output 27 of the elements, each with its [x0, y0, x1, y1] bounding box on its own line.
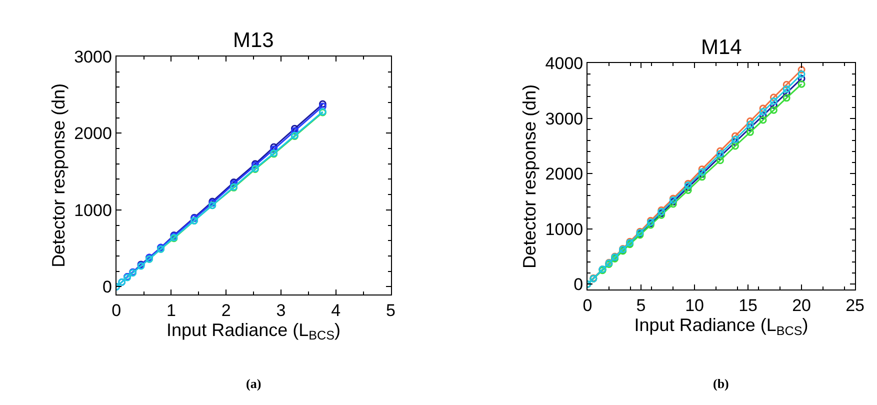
y-tick-label: 2000 — [545, 164, 584, 184]
x-tick-label: 15 — [738, 296, 758, 316]
y-tick-label: 4000 — [545, 54, 584, 74]
text: (b) — [713, 376, 729, 391]
x-tick-label: 25 — [846, 296, 865, 316]
y-tick-label: 3000 — [545, 109, 584, 128]
y-axis-title: Detector response (dn) — [519, 84, 540, 268]
x-tick-label: 3 — [276, 300, 286, 320]
y-tick-label: 1000 — [74, 200, 112, 220]
chart-title: M13 — [233, 29, 274, 52]
x-tick-label: 1 — [166, 300, 176, 320]
y-tick-label: 0 — [574, 275, 584, 294]
x-tick-label: 20 — [792, 296, 812, 316]
y-tick-label: 0 — [102, 278, 112, 297]
x-axis-title: Input Radiance (L$_{BCS}$) — [166, 320, 341, 343]
x-tick-label: 10 — [685, 296, 704, 316]
y-tick-label: 1000 — [545, 220, 584, 239]
y-tick-label: 2000 — [74, 124, 112, 144]
x-tick-label: 5 — [386, 300, 396, 320]
text: (a) — [246, 376, 262, 391]
x-axis-title: Input Radiance (L$_{BCS}$) — [634, 315, 808, 338]
x-tick-label: 5 — [636, 296, 646, 316]
chart-title: M14 — [701, 36, 742, 59]
y-tick-label: 3000 — [74, 47, 112, 66]
x-tick-label: 2 — [221, 300, 231, 320]
y-axis-title: Detector response (dn) — [48, 83, 68, 268]
x-tick-label: 4 — [331, 300, 341, 320]
